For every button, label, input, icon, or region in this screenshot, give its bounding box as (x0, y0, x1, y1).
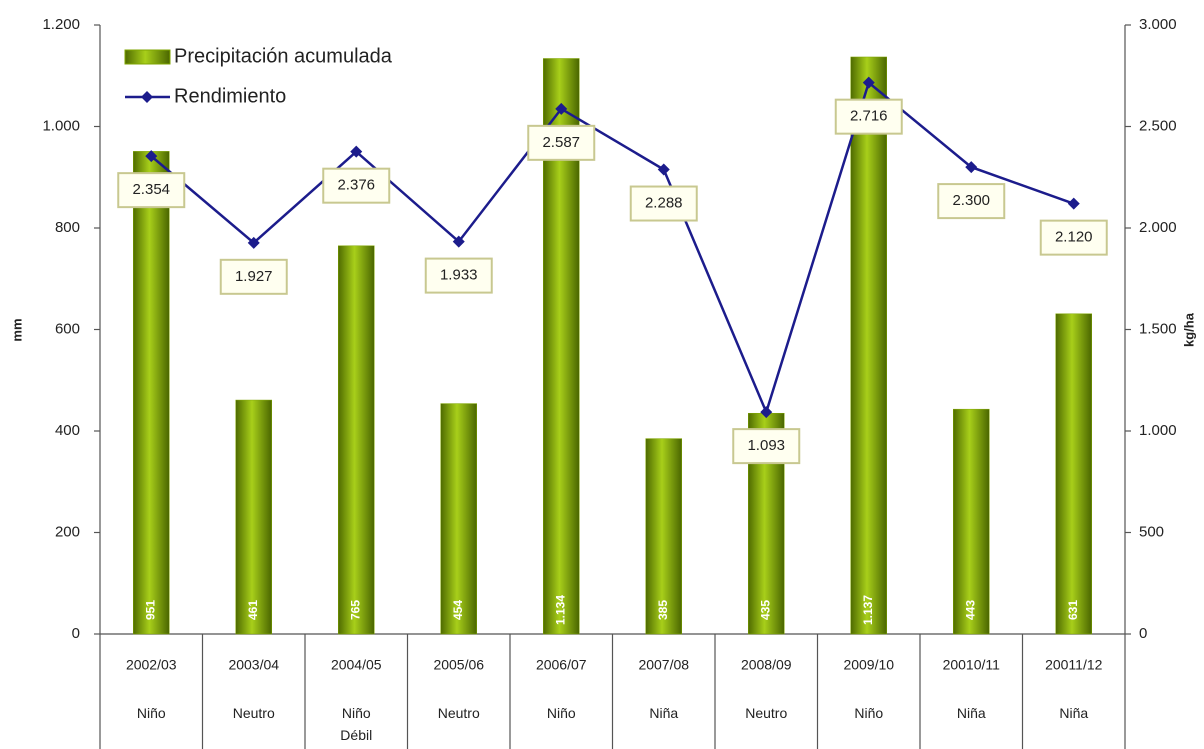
bar (235, 399, 272, 635)
y-tick-label: 800 (55, 219, 80, 236)
y-tick-label: 0 (72, 625, 80, 642)
bar (645, 438, 682, 635)
bar-value-label: 443 (963, 600, 977, 620)
x-tick-label: 20011/12 (1045, 657, 1103, 673)
line-value-label: 1.927 (235, 268, 273, 285)
line-marker (1067, 197, 1080, 210)
bar (850, 56, 887, 635)
line-label-box (424, 257, 493, 294)
line-value-label: 2.354 (132, 181, 170, 198)
x-tick-label: 20010/11 (943, 657, 1001, 673)
bar (953, 408, 990, 635)
x-tick-label: 2004/05 (331, 657, 382, 673)
line-marker (965, 161, 978, 174)
y-tick-label: 200 (55, 523, 80, 540)
line-value-label: 2.120 (1055, 229, 1093, 246)
line-label-box (219, 258, 288, 295)
line-marker (145, 150, 158, 163)
x-sublabel: Niño (547, 705, 576, 721)
line-marker (555, 102, 568, 115)
bar-value-label: 385 (656, 600, 670, 620)
x-tick-label: 2008/09 (741, 657, 792, 673)
x-tick-label: 2003/04 (228, 657, 279, 673)
line-value-label: 2.300 (952, 192, 990, 209)
x-tick-label: 2006/07 (536, 657, 587, 673)
bar-value-label: 631 (1066, 600, 1080, 620)
line-label-box (732, 428, 801, 465)
y2-tick-label: 0 (1139, 625, 1147, 642)
x-tick-label: 2005/06 (433, 657, 484, 673)
y2-tick-label: 500 (1139, 523, 1164, 540)
bar (440, 403, 477, 635)
bar-value-label: 951 (143, 600, 157, 620)
x-sublabel: Neutro (233, 705, 275, 721)
x-tick-label: 2007/08 (638, 657, 689, 673)
y2-axis-label: kg/ha (1181, 312, 1196, 347)
line-value-label: 1.093 (747, 437, 785, 454)
y2-tick-label: 1.500 (1139, 320, 1177, 337)
bar (338, 245, 375, 635)
line-label-box (1039, 219, 1108, 256)
legend-label: Precipitación acumulada (174, 45, 393, 67)
line-value-label: 2.587 (542, 134, 580, 151)
x-tick-label: 2002/03 (126, 657, 177, 673)
line-value-label: 1.933 (440, 267, 478, 284)
line (150, 80, 1075, 416)
x-sublabel: Niña (1059, 705, 1088, 721)
line-value-label: 2.376 (337, 177, 375, 194)
line-label-box (629, 185, 698, 222)
x-sublabel: Neutro (745, 705, 787, 721)
x-sublabel: Niña (957, 705, 986, 721)
bar-value-label: 765 (348, 600, 362, 620)
line-marker (760, 406, 773, 419)
line-label-box (937, 183, 1006, 220)
line-label-box (527, 124, 596, 161)
line-marker (657, 163, 670, 176)
legend-marker (141, 91, 153, 103)
bar-value-label: 454 (451, 600, 465, 620)
y2-tick-label: 2.000 (1139, 219, 1177, 236)
line-marker (452, 235, 465, 248)
bar-value-label: 461 (246, 600, 260, 620)
x-sublabel: Niña (649, 705, 678, 721)
bar-value-label: 1.134 (553, 595, 567, 625)
y-tick-label: 1.000 (42, 117, 80, 134)
bar-value-label: 435 (758, 600, 772, 620)
x-tick-label: 2009/10 (843, 657, 894, 673)
bar-value-label: 1.137 (861, 595, 875, 625)
line-label-box (322, 167, 391, 204)
line-label-box (834, 98, 903, 135)
y2-tick-label: 3.000 (1139, 16, 1177, 33)
y2-tick-label: 1.000 (1139, 422, 1177, 439)
x-sublabel: Niño Débil (340, 705, 372, 743)
y-tick-label: 600 (55, 320, 80, 337)
legend-swatch (124, 49, 171, 65)
bar (133, 151, 170, 635)
legend-label: Rendimiento (174, 85, 286, 107)
x-sublabel: Niño (137, 705, 166, 721)
line-marker (862, 76, 875, 89)
line-label-box (117, 172, 186, 209)
x-sublabel: Niño (854, 705, 883, 721)
y-tick-label: 400 (55, 422, 80, 439)
bar (1055, 313, 1092, 635)
line-value-label: 2.716 (850, 108, 888, 125)
x-sublabel: Neutro (438, 705, 480, 721)
y2-tick-label: 2.500 (1139, 117, 1177, 134)
y-tick-label: 1.200 (42, 16, 80, 33)
line-marker (247, 236, 260, 249)
y-axis-label: mm (9, 318, 24, 341)
line-value-label: 2.288 (645, 195, 683, 212)
line-marker (350, 145, 363, 158)
